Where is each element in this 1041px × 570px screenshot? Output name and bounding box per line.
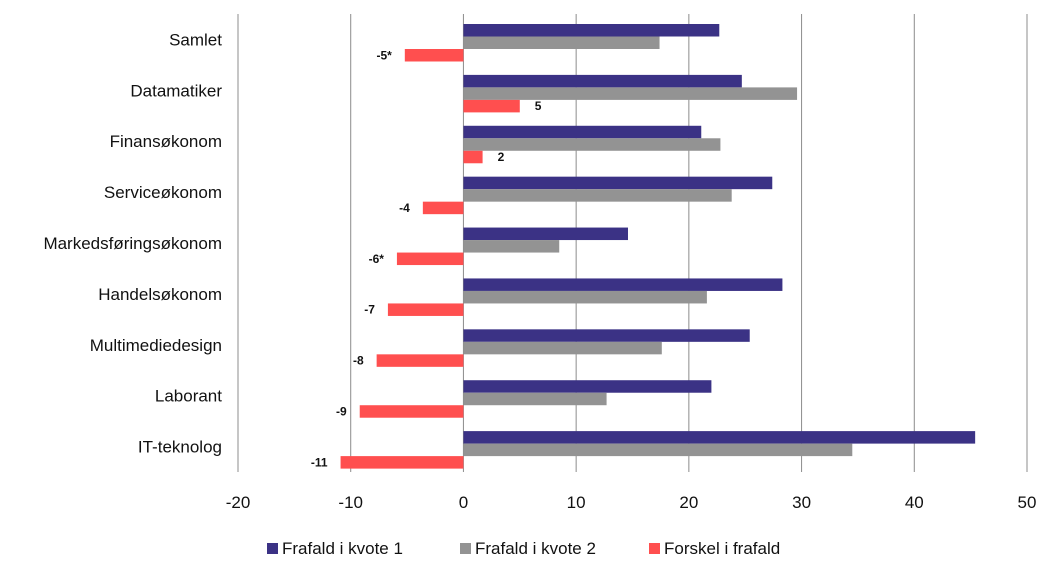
bar-series-0 [463,278,783,291]
bar-series-0 [463,24,720,37]
category-label: Samlet [169,30,222,49]
x-tick-label: -10 [338,493,363,512]
bar-series-1 [463,189,732,202]
data-label: -4 [399,201,410,215]
category-label: Datamatiker [130,81,222,100]
category-label: Handelsøkonom [98,285,222,304]
bar-series-1 [463,36,660,49]
bar-series-1 [463,341,662,355]
data-label: -5* [376,48,392,62]
bar-series-2 [387,303,464,316]
bar-series-2 [463,99,520,113]
category-label: Laborant [155,387,222,406]
bar-series-1 [463,240,560,253]
bar-series-2 [376,354,464,367]
bar-series-2 [359,405,464,418]
x-tick-label: 40 [905,493,924,512]
bar-series-1 [463,443,853,457]
bar-series-0 [463,227,628,241]
bars [340,24,976,469]
bar-series-0 [463,431,976,444]
category-label: Finansøkonom [110,132,222,151]
legend-swatch [267,543,278,554]
legend-label: Frafald i kvote 1 [282,539,403,558]
x-tick-label: -20 [226,493,251,512]
legend-label: Forskel i frafald [664,539,780,558]
x-tick-label: 0 [459,493,468,512]
bar-series-0 [463,74,742,88]
bar-series-1 [463,290,707,304]
legend-label: Frafald i kvote 2 [475,539,596,558]
bar-series-0 [463,329,750,342]
data-label: 2 [498,150,505,164]
category-label: IT-teknolog [138,438,222,457]
data-label: -8 [353,354,364,368]
bar-series-2 [422,201,464,215]
bar-series-0 [463,125,702,139]
bar-series-2 [340,456,464,469]
legend: Frafald i kvote 1 Frafald i kvote 2 Forske… [267,539,780,558]
data-label: -11 [311,455,328,469]
data-label: 5 [535,99,542,113]
labels: -20 -10 0 10 20 30 40 50 Samlet -5* Datamatiker 5 Fi… [43,30,1036,512]
data-label: -7 [364,303,375,317]
bar-series-1 [463,138,721,151]
category-label: Multimediedesign [90,336,222,355]
bar-series-2 [404,49,464,62]
bar-series-1 [463,392,607,406]
legend-swatch [460,543,471,554]
x-tick-label: 50 [1018,493,1037,512]
bar-series-0 [463,380,712,393]
legend-swatch [649,543,660,554]
category-label: Serviceøkonom [104,183,222,202]
bar-series-2 [396,252,464,266]
x-tick-label: 20 [679,493,698,512]
category-label: Markedsføringsøkonom [43,234,222,253]
x-tick-label: 30 [792,493,811,512]
data-label: -6* [369,252,385,266]
bar-series-2 [463,150,483,164]
x-tick-label: 10 [567,493,586,512]
bar-series-0 [463,176,773,190]
bar-series-1 [463,87,798,100]
data-label: -9 [336,404,347,418]
